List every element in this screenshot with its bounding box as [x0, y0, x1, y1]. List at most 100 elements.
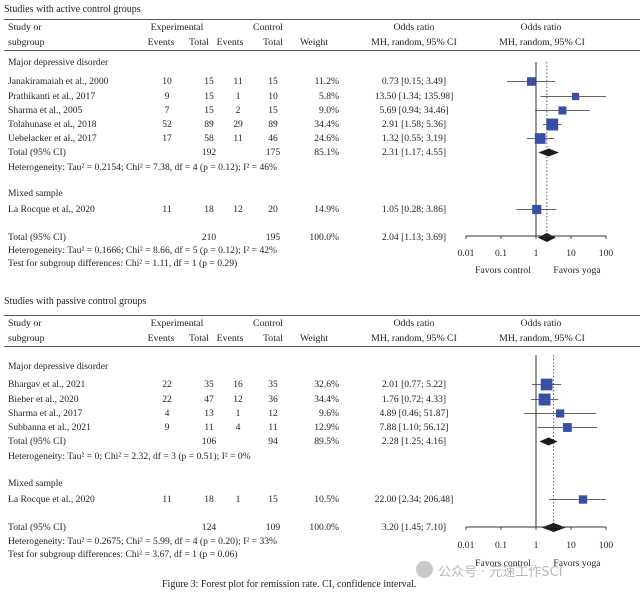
odds-ratio-ci: 7.88 [1.10; 56.12] [379, 422, 449, 433]
header-study: Study or [8, 318, 42, 329]
study-effect-box [558, 106, 567, 115]
weight: 12.9% [314, 422, 339, 433]
exp-total: 18 [204, 494, 214, 505]
study-effect-box [532, 204, 542, 215]
study-name: La Rocque et al., 2020 [8, 494, 95, 505]
weight: 34.4% [314, 119, 339, 130]
header-method: MH, random, 95% CI [371, 333, 457, 344]
header-exp-events: Events [147, 37, 175, 48]
header-exp-events: Events [147, 333, 175, 344]
ctrl-events: 12 [233, 204, 243, 215]
watermark-text: 公众号 · 元速工作SCI [438, 565, 563, 580]
weight: 10.5% [314, 494, 339, 505]
header-bottom-rule [4, 346, 640, 347]
ctrl-total: 15 [268, 494, 278, 505]
exp-total: 15 [204, 91, 214, 102]
exp-total: 11 [204, 422, 214, 433]
x-tick-label: 100 [598, 248, 614, 259]
exp-events: 17 [162, 133, 172, 144]
header-ctrl-total: Total [263, 37, 283, 48]
ctrl-total: 15 [268, 76, 278, 87]
header-ctrl-events: Events [216, 37, 244, 48]
ctrl-total: 89 [268, 119, 278, 130]
exp-events: 10 [162, 76, 172, 87]
header-top-rule [4, 315, 640, 316]
ctrl-events: 16 [233, 379, 243, 390]
header-subgroup: subgroup [8, 37, 45, 48]
header-experimental: Experimental [150, 318, 204, 329]
favors-control-label: Favors control [475, 558, 531, 569]
odds-ratio-ci: 2.01 [0.77; 5.22] [381, 379, 447, 390]
exp-events: 22 [162, 394, 172, 405]
subgroup-diamond [538, 148, 560, 157]
exp-total: 58 [204, 133, 214, 144]
exp-events: 9 [164, 422, 170, 433]
odds-ratio-ci: 13.50 [1.34; 135.98] [374, 91, 454, 102]
overall-ctrl-total: 109 [265, 522, 281, 533]
odds-ratio-ci: 22.00 [2.34; 206.48] [374, 494, 454, 505]
study-name: Uebelacker et al., 2017 [8, 133, 97, 144]
x-tick-label: 0.1 [495, 540, 507, 551]
subgroup-difference-test: Test for subgroup differences: Chi² = 1.… [8, 258, 238, 269]
header-ctrl-events: Events [216, 333, 244, 344]
header-method-plot: MH, random, 95% CI [499, 37, 585, 48]
header-exp-total: Total [189, 333, 209, 344]
study-effect-box [526, 77, 536, 86]
subgroup-ci: 2.31 [1.17; 4.55] [381, 147, 447, 158]
subgroup-weight: 85.1% [314, 147, 339, 158]
exp-events: 22 [162, 379, 172, 390]
header-method-plot: MH, random, 95% CI [499, 333, 585, 344]
subgroup-total-label: Total (95% CI) [8, 436, 66, 447]
odds-ratio-ci: 2.91 [1.58; 5.36] [381, 119, 447, 130]
header-control: Control [253, 22, 283, 33]
overall-heterogeneity: Heterogeneity: Tau² = 0.1666; Chi² = 8.6… [8, 245, 278, 256]
header-study: Study or [8, 22, 42, 33]
study-effect-box [562, 423, 572, 432]
ctrl-events: 29 [233, 119, 243, 130]
favors-yoga-label: Favors yoga [553, 558, 601, 569]
subgroup-total-label: Total (95% CI) [8, 147, 66, 158]
header-odds-ratio-plot: Odds ratio [520, 318, 562, 329]
odds-ratio-ci: 1.32 [0.55; 3.19] [381, 133, 447, 144]
x-tick-label: 0.01 [457, 248, 475, 259]
ctrl-total: 10 [268, 91, 278, 102]
header-odds-ratio-plot: Odds ratio [520, 22, 562, 33]
header-weight: Weight [299, 37, 329, 48]
subgroup-weight: 89.5% [314, 436, 339, 447]
subgroup-exp-total: 192 [201, 147, 217, 158]
odds-ratio-ci: 4.89 [0.46; 51.87] [379, 408, 449, 419]
exp-total: 15 [204, 105, 214, 116]
study-name: Bhargav et al., 2021 [8, 379, 86, 390]
exp-events: 52 [162, 119, 172, 130]
overall-weight: 100.0% [309, 232, 339, 243]
favors-yoga-label: Favors yoga [553, 265, 601, 276]
study-effect-box [546, 118, 559, 131]
ctrl-events: 1 [235, 408, 241, 419]
study-effect-box [540, 378, 553, 391]
x-tick-label: 1 [533, 248, 539, 259]
header-experimental: Experimental [150, 22, 204, 33]
figure-caption: Figure 3: Forest plot for remission rate… [162, 579, 417, 590]
exp-total: 15 [204, 76, 214, 87]
weight: 14.9% [314, 204, 339, 215]
exp-total: 13 [204, 408, 214, 419]
subgroup-name: Mixed sample [8, 188, 63, 199]
x-tick-label: 1 [533, 540, 539, 551]
weight: 34.4% [314, 394, 339, 405]
overall-heterogeneity: Heterogeneity: Tau² = 0.2675; Chi² = 5.9… [8, 536, 278, 547]
x-tick-label: 0.01 [457, 540, 475, 551]
odds-ratio-ci: 0.73 [0.15; 3.49] [381, 76, 447, 87]
overall-diamond [537, 233, 556, 242]
watermark-logo-icon [416, 561, 433, 578]
header-bottom-rule [4, 50, 640, 51]
overall-ci: 3.20 [1.45; 7.10] [381, 522, 447, 533]
ctrl-events: 4 [235, 422, 241, 433]
exp-events: 7 [164, 105, 170, 116]
exp-events: 11 [162, 204, 172, 215]
ctrl-total: 35 [268, 379, 278, 390]
study-effect-box [534, 133, 546, 144]
ctrl-total: 20 [268, 204, 278, 215]
study-name: La Rocque et al., 2020 [8, 204, 95, 215]
study-effect-box [571, 92, 580, 101]
